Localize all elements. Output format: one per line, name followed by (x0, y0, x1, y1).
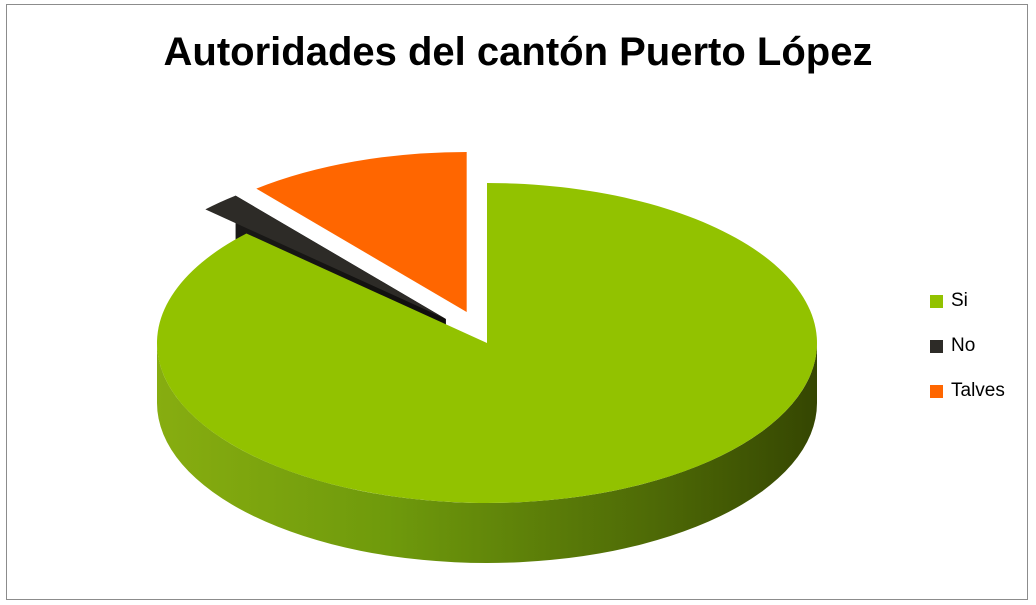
slice-rim-si (157, 343, 817, 563)
legend-label-talves: Talves (951, 380, 1005, 401)
slice-no (205, 195, 446, 319)
slice-talves (256, 151, 467, 312)
legend-swatch-si (930, 294, 943, 308)
chart-title: Autoridades del cantón Puerto López (163, 30, 873, 74)
legend-swatch-no (930, 339, 943, 353)
chart-legend: Si No Talves (930, 290, 1005, 425)
legend-item-si: Si (930, 290, 1005, 312)
legend-label-no: No (951, 335, 976, 356)
slice-si (156, 183, 818, 504)
legend-swatch-talves (930, 384, 943, 398)
legend-item-talves: Talves (930, 380, 1005, 402)
legend-label-si: Si (951, 290, 968, 311)
legend-item-no: No (930, 335, 1005, 357)
